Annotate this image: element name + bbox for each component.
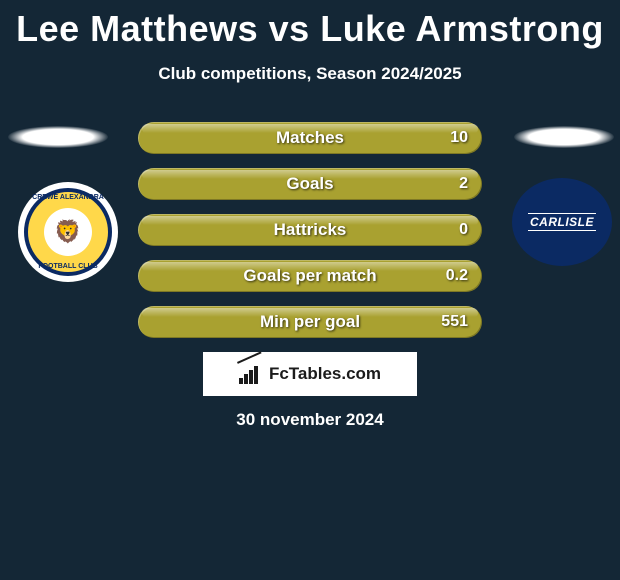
stat-bar: Goals 2 — [138, 168, 482, 200]
brand-text: FcTables.com — [269, 364, 381, 384]
stat-value: 10 — [450, 129, 468, 147]
stat-value: 551 — [441, 313, 468, 331]
stat-label: Min per goal — [260, 312, 360, 332]
stat-label: Goals — [286, 174, 333, 194]
badge-right-label: CARLISLE — [528, 213, 596, 231]
stat-label: Matches — [276, 128, 344, 148]
brand-box: FcTables.com — [203, 352, 417, 396]
stat-bar: Hattricks 0 — [138, 214, 482, 246]
stat-value: 0.2 — [446, 267, 468, 285]
subtitle: Club competitions, Season 2024/2025 — [0, 64, 620, 84]
stat-value: 0 — [459, 221, 468, 239]
stat-bars: Matches 10 Goals 2 Hattricks 0 Goals per… — [138, 122, 482, 352]
stat-bar: Min per goal 551 — [138, 306, 482, 338]
badge-left-bottom-text: FOOTBALL CLUB — [28, 263, 108, 270]
page-title: Lee Matthews vs Luke Armstrong — [0, 0, 620, 50]
club-badge-left: CREWE ALEXANDRA 🦁 FOOTBALL CLUB — [18, 182, 118, 282]
stat-label: Goals per match — [243, 266, 376, 286]
stat-label: Hattricks — [274, 220, 347, 240]
bar-chart-icon — [239, 364, 263, 384]
stat-bar: Goals per match 0.2 — [138, 260, 482, 292]
flourish-left — [8, 126, 108, 148]
stat-bar: Matches 10 — [138, 122, 482, 154]
badge-left-top-text: CREWE ALEXANDRA — [28, 194, 108, 201]
badge-left-glyph: 🦁 — [44, 208, 92, 256]
date-label: 30 november 2024 — [236, 410, 383, 430]
club-badge-right: CARLISLE — [512, 178, 612, 266]
stat-value: 2 — [459, 175, 468, 193]
flourish-right — [514, 126, 614, 148]
